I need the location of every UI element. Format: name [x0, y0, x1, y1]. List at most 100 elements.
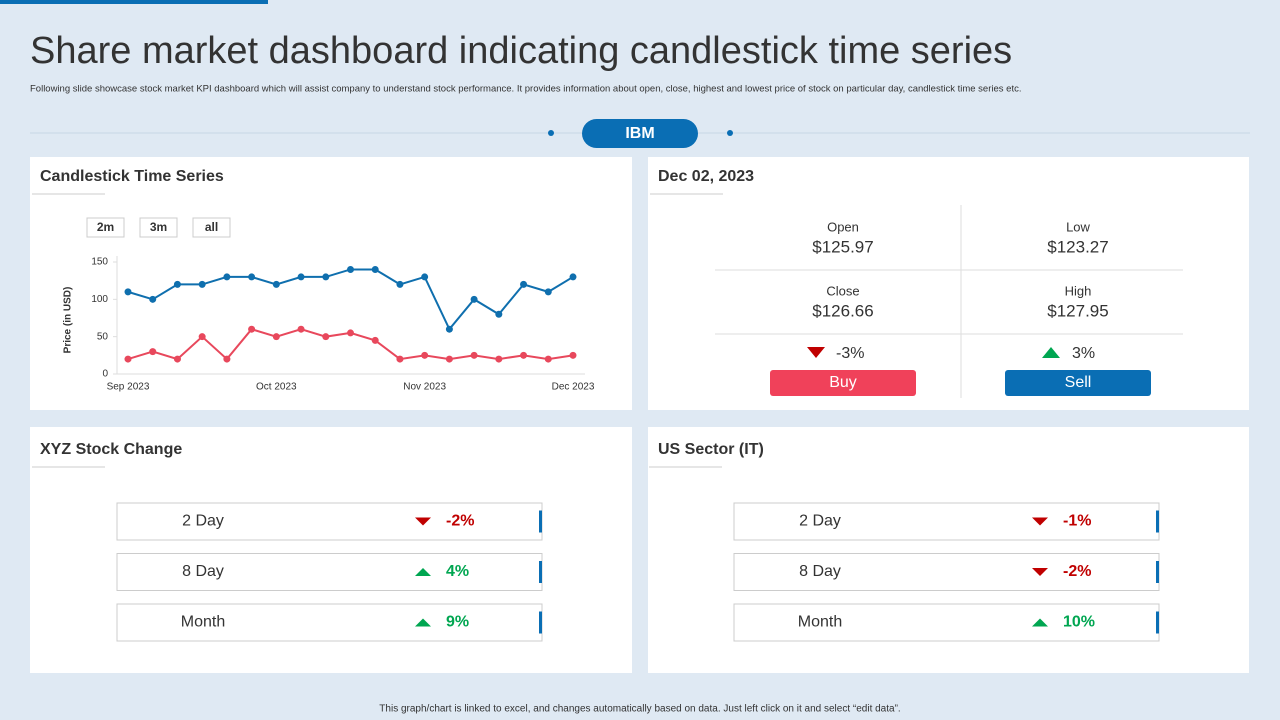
panel-title: Dec 02, 2023: [658, 168, 754, 185]
buy-button[interactable]: [770, 370, 916, 396]
row-change: -1%: [1063, 513, 1091, 530]
x-tick-label: Dec 2023: [552, 382, 595, 393]
x-tick-label: Nov 2023: [403, 382, 446, 393]
data-point: [272, 280, 280, 288]
data-point: [520, 351, 528, 359]
row-label: Month: [181, 614, 225, 631]
row-accent: [539, 510, 542, 533]
data-point: [198, 333, 206, 341]
data-point: [173, 355, 181, 363]
quote-value: $125.97: [812, 237, 873, 256]
sell-button[interactable]: [1005, 370, 1151, 396]
row-change: 10%: [1063, 614, 1095, 631]
up-arrow: [1032, 618, 1048, 627]
data-point: [445, 325, 453, 333]
row-accent: [539, 611, 542, 634]
down-arrow: [415, 517, 431, 526]
data-point: [470, 351, 478, 359]
quote-value: $123.27: [1047, 237, 1108, 256]
page-subtitle: Following slide showcase stock market KP…: [30, 84, 1021, 95]
quote-change: -3%: [836, 345, 864, 362]
data-point: [149, 348, 157, 356]
change-row: [733, 603, 1160, 642]
row-change: -2%: [1063, 563, 1091, 580]
data-point: [495, 310, 503, 318]
row-change: 4%: [446, 563, 469, 580]
data-point: [248, 325, 256, 333]
data-point: [347, 265, 354, 273]
data-point: [396, 280, 404, 288]
quote-label: Open: [827, 219, 859, 234]
data-point: [149, 295, 157, 303]
y-tick-label: 50: [97, 331, 109, 342]
data-point: [371, 336, 379, 344]
data-point: [396, 355, 404, 363]
panel: [648, 157, 1249, 410]
data-point: [421, 273, 429, 281]
sell-label[interactable]: Sell: [1065, 374, 1092, 391]
y-tick-label: 150: [91, 257, 108, 268]
quote-label: Low: [1066, 219, 1090, 234]
data-point: [445, 355, 453, 363]
data-point: [322, 273, 330, 281]
range-button[interactable]: [192, 217, 231, 238]
panel-title: XYZ Stock Change: [40, 441, 182, 458]
data-point: [569, 351, 577, 359]
row-accent: [1156, 510, 1159, 533]
data-point: [248, 273, 256, 281]
range-button[interactable]: [86, 217, 125, 238]
down-arrow: [1032, 568, 1048, 576]
change-row: [733, 553, 1160, 591]
panel: [30, 157, 632, 410]
row-label: Month: [798, 614, 842, 631]
data-point: [495, 355, 503, 363]
buy-label[interactable]: Buy: [829, 374, 857, 391]
row-change: -2%: [446, 513, 474, 530]
divider-dot: [548, 130, 554, 136]
data-point: [272, 333, 280, 341]
row-label: 2 Day: [182, 513, 224, 530]
x-tick-label: Sep 2023: [107, 382, 150, 393]
row-change: 9%: [446, 614, 469, 631]
range-label[interactable]: 2m: [97, 220, 114, 234]
data-point: [520, 280, 528, 288]
data-point: [470, 295, 478, 303]
y-tick-label: 0: [102, 369, 108, 380]
change-row: [116, 553, 543, 591]
quote-value: $127.95: [1047, 301, 1108, 320]
data-point: [223, 355, 231, 363]
quote-change: 3%: [1072, 345, 1095, 362]
row-accent: [539, 561, 542, 583]
divider-dot: [727, 130, 733, 136]
row-accent: [1156, 561, 1159, 583]
data-point: [223, 273, 231, 281]
range-label[interactable]: all: [205, 220, 218, 234]
data-point: [544, 355, 552, 363]
top-accent: [0, 0, 268, 4]
data-point: [421, 351, 429, 359]
change-row: [733, 502, 1160, 541]
row-label: 8 Day: [182, 563, 224, 580]
ticker: IBM: [625, 125, 654, 142]
data-point: [198, 280, 206, 288]
quote-value: $126.66: [812, 301, 873, 320]
y-axis-label: Price (in USD): [63, 287, 74, 354]
down-arrow: [807, 347, 825, 358]
data-point: [569, 273, 577, 281]
page-title: Share market dashboard indicating candle…: [30, 30, 1012, 72]
x-tick-label: Oct 2023: [256, 382, 297, 393]
down-arrow: [1032, 517, 1048, 526]
data-point: [322, 333, 330, 341]
data-point: [297, 325, 305, 333]
ticker-pill: [582, 119, 698, 148]
change-row: [116, 603, 543, 642]
range-label[interactable]: 3m: [150, 220, 167, 234]
data-point: [347, 329, 354, 337]
y-tick-label: 100: [91, 294, 108, 305]
footer-note: This graph/chart is linked to excel, and…: [379, 704, 900, 715]
quote-label: High: [1065, 283, 1092, 298]
up-arrow: [1042, 347, 1060, 358]
range-button[interactable]: [139, 217, 178, 238]
data-point: [173, 280, 181, 288]
